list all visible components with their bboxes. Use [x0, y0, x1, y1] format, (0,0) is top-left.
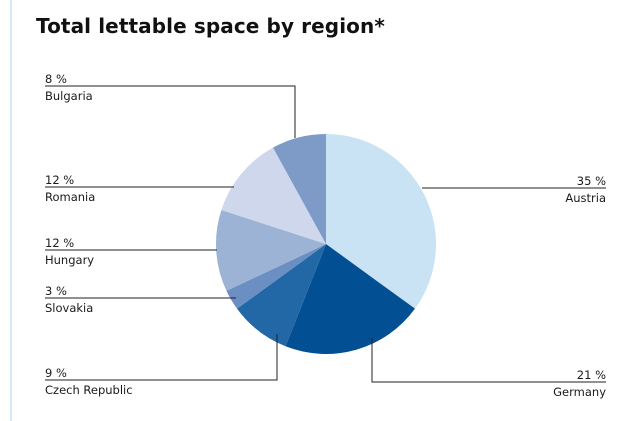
- leader-line-bulgaria: [45, 85, 296, 138]
- category-label-czech-republic: Czech Republic: [45, 383, 133, 397]
- pie-slice-slovakia: [226, 244, 326, 309]
- pie-slice-romania: [221, 147, 326, 244]
- value-label-austria: 35 %: [577, 174, 606, 188]
- value-label-slovakia: 3 %: [45, 284, 67, 298]
- category-label-bulgaria: Bulgaria: [45, 89, 93, 103]
- pie-slice-czech-republic: [237, 244, 326, 347]
- leader-line-czech-republic: [45, 334, 278, 381]
- value-label-bulgaria: 8 %: [45, 72, 67, 86]
- category-label-austria: Austria: [565, 191, 606, 205]
- left-accent-rule: [10, 0, 12, 421]
- category-label-hungary: Hungary: [45, 253, 94, 267]
- value-label-czech-republic: 9 %: [45, 366, 67, 380]
- chart-title: Total lettable space by region*: [36, 14, 385, 38]
- pie-slice-germany: [285, 244, 415, 355]
- value-label-romania: 12 %: [45, 173, 74, 187]
- pie-slice-hungary: [215, 210, 326, 291]
- pie-slice-bulgaria: [273, 134, 326, 244]
- leader-line-germany: [371, 338, 606, 383]
- category-label-romania: Romania: [45, 190, 95, 204]
- category-label-germany: Germany: [553, 385, 606, 399]
- category-label-slovakia: Slovakia: [45, 301, 93, 315]
- value-label-germany: 21 %: [577, 368, 606, 382]
- pie-slice-austria: [326, 134, 437, 309]
- value-label-hungary: 12 %: [45, 236, 74, 250]
